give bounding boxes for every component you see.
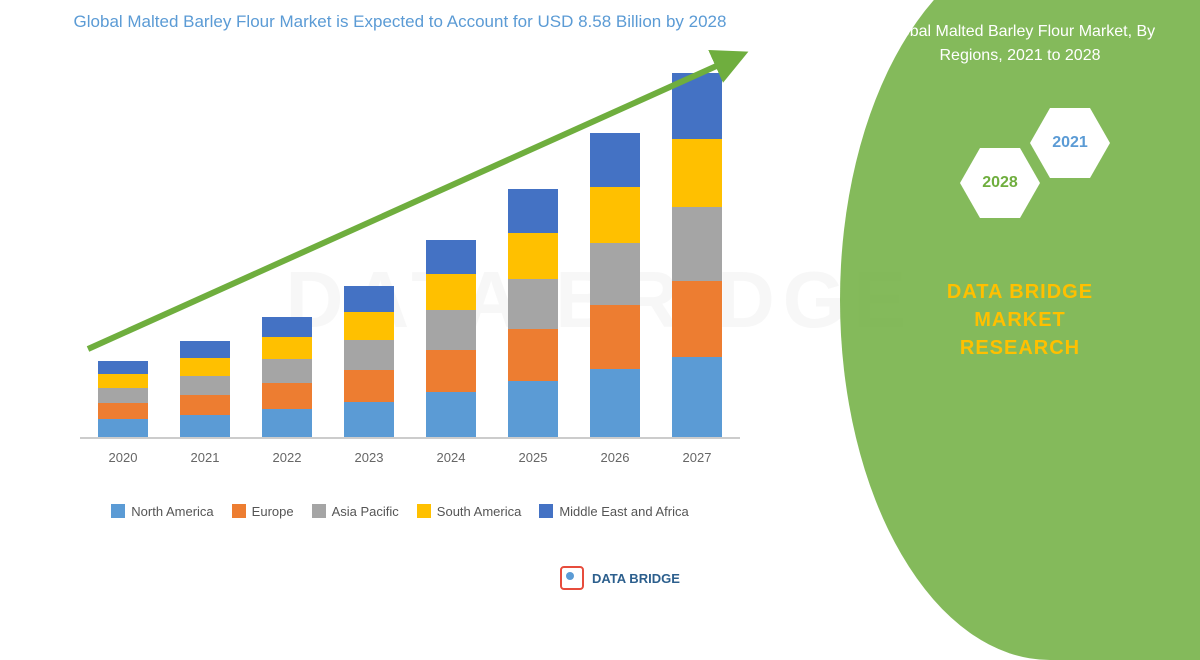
x-axis-label: 2026 [575, 450, 655, 465]
legend-label: South America [437, 504, 522, 519]
bar-segment [426, 240, 476, 274]
legend-item: South America [417, 504, 522, 519]
bar-segment [180, 395, 230, 415]
right-panel: Global Malted Barley Flour Market, By Re… [800, 0, 1200, 600]
bar-segment [262, 337, 312, 359]
chart-container: 20202021202220232024202520262027 [40, 49, 760, 479]
legend-item: Europe [232, 504, 294, 519]
legend-item: Middle East and Africa [539, 504, 688, 519]
legend-label: North America [131, 504, 213, 519]
footer-logo: DATA BRIDGE [560, 566, 680, 590]
brand-line-2: MARKET [870, 306, 1170, 334]
legend-label: Europe [252, 504, 294, 519]
brand-text: DATA BRIDGE MARKET RESEARCH [830, 278, 1170, 362]
x-axis-label: 2021 [165, 450, 245, 465]
brand-line-1: DATA BRIDGE [870, 278, 1170, 306]
chart-title: Global Malted Barley Flour Market is Exp… [0, 0, 800, 39]
legend-swatch [312, 504, 326, 518]
bar-segment [508, 233, 558, 279]
bar-segment [508, 279, 558, 329]
x-axis-label: 2025 [493, 450, 573, 465]
hexagon-group: 2028 2021 [830, 98, 1170, 238]
x-axis-label: 2024 [411, 450, 491, 465]
bar-segment [672, 281, 722, 357]
bar-segment [590, 187, 640, 243]
bar-segment [344, 312, 394, 340]
bar-segment [180, 376, 230, 395]
bar-group: 2020 [98, 361, 148, 437]
bar-segment [262, 359, 312, 383]
bar-segment [262, 317, 312, 337]
bar-group: 2025 [508, 189, 558, 437]
bar-segment [262, 383, 312, 409]
bar-segment [262, 409, 312, 437]
bar-segment [98, 361, 148, 374]
legend-item: North America [111, 504, 213, 519]
bar-segment [344, 402, 394, 437]
bar-segment [590, 133, 640, 187]
brand-line-3: RESEARCH [870, 334, 1170, 362]
bar-group: 2021 [180, 341, 230, 437]
bar-segment [98, 388, 148, 403]
hexagon-2028: 2028 [960, 148, 1040, 218]
bar-segment [672, 139, 722, 207]
bar-segment [426, 392, 476, 437]
bar-segment [344, 340, 394, 370]
bar-segment [426, 350, 476, 392]
chart-legend: North America Europe Asia Pacific South Ame… [0, 489, 800, 519]
right-panel-title: Global Malted Barley Flour Market, By Re… [830, 20, 1170, 68]
bar-segment [98, 403, 148, 419]
footer-logo-text: DATA BRIDGE [592, 571, 680, 586]
bar-segment [672, 357, 722, 437]
legend-label: Middle East and Africa [559, 504, 688, 519]
x-axis-label: 2020 [83, 450, 163, 465]
bar-group: 2023 [344, 286, 394, 437]
legend-swatch [232, 504, 246, 518]
bar-segment [508, 329, 558, 381]
bar-segment [590, 369, 640, 437]
bar-segment [180, 341, 230, 358]
bar-segment [508, 189, 558, 233]
x-axis-label: 2027 [657, 450, 737, 465]
bar-segment [590, 305, 640, 369]
x-axis-label: 2022 [247, 450, 327, 465]
bar-segment [672, 73, 722, 139]
legend-swatch [417, 504, 431, 518]
bar-segment [344, 370, 394, 402]
legend-item: Asia Pacific [312, 504, 399, 519]
x-axis-label: 2023 [329, 450, 409, 465]
legend-label: Asia Pacific [332, 504, 399, 519]
bar-segment [344, 286, 394, 312]
bar-group: 2027 [672, 73, 722, 437]
bar-segment [426, 310, 476, 350]
footer-logo-icon [560, 566, 584, 590]
bar-group: 2026 [590, 133, 640, 437]
legend-swatch [539, 504, 553, 518]
bar-segment [98, 374, 148, 388]
chart-plot: 2020 2021 2022 2023 2024 2025 2026 2027 [80, 59, 740, 439]
bar-segment [590, 243, 640, 305]
chart-region: Global Malted Barley Flour Market is Exp… [0, 0, 800, 600]
bar-group: 2022 [262, 317, 312, 437]
bar-group: 2024 [426, 240, 476, 437]
bar-segment [672, 207, 722, 281]
bar-segment [180, 415, 230, 437]
bar-segment [426, 274, 476, 310]
legend-swatch [111, 504, 125, 518]
bar-segment [180, 358, 230, 376]
bar-segment [98, 419, 148, 437]
hexagon-2021: 2021 [1030, 108, 1110, 178]
right-panel-content: Global Malted Barley Flour Market, By Re… [800, 0, 1200, 382]
bar-segment [508, 381, 558, 437]
